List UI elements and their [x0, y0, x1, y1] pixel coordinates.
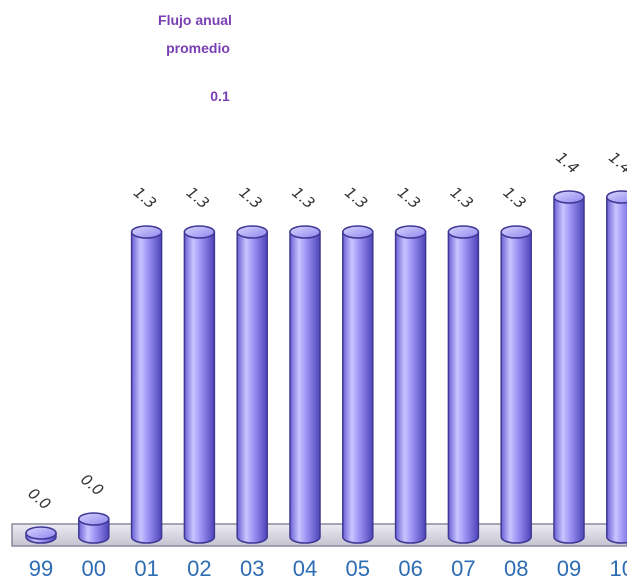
value-label: 1.3 — [394, 183, 424, 212]
bar-cap — [447, 225, 480, 239]
bar-03 — [236, 225, 268, 544]
bar-10 — [606, 190, 627, 544]
category-label: 08 — [504, 556, 528, 581]
bar-body — [342, 231, 374, 544]
annotation-value: 0.1 — [210, 88, 230, 104]
bar-body — [447, 231, 480, 544]
value-label: 1.3 — [130, 183, 160, 212]
category-label: 99 — [29, 556, 53, 581]
bar-cap — [289, 225, 321, 239]
value-label: 1.3 — [500, 183, 530, 212]
bar-06 — [394, 225, 427, 544]
bar-body — [78, 518, 110, 544]
value-label: 1.4 — [552, 148, 582, 177]
bar-04 — [289, 225, 321, 544]
bar-cap — [183, 225, 216, 239]
bar-body — [553, 196, 585, 544]
bar-01 — [130, 225, 163, 544]
bar-body — [236, 231, 268, 544]
bar-cap — [606, 190, 627, 204]
category-label: 09 — [557, 556, 581, 581]
category-label: 02 — [187, 556, 211, 581]
annotation-title-line2: promedio — [166, 40, 230, 56]
category-label: 07 — [451, 556, 475, 581]
bar-cap — [500, 225, 532, 239]
category-label: 03 — [240, 556, 264, 581]
bar-cap — [342, 225, 374, 239]
value-label: 1.3 — [447, 183, 477, 212]
bar-body — [500, 231, 532, 544]
value-label: 0.0 — [77, 470, 107, 499]
bar-cap — [236, 225, 268, 239]
category-label: 00 — [82, 556, 106, 581]
bar-cap — [78, 512, 110, 526]
bar-body — [130, 231, 163, 544]
bar-cap — [130, 225, 163, 239]
bar-07 — [447, 225, 480, 544]
category-label: 10 — [610, 556, 627, 581]
value-label: 1.3 — [183, 183, 213, 212]
category-label: 01 — [134, 556, 158, 581]
bar-cap — [553, 190, 585, 204]
value-label: 1.3 — [236, 183, 266, 212]
value-label: 1.3 — [341, 183, 371, 212]
annotation-title-line1: Flujo anual — [158, 12, 232, 28]
value-label: 0.0 — [24, 484, 54, 513]
bar-05 — [342, 225, 374, 544]
value-label: 1.3 — [288, 183, 318, 212]
bar-99 — [25, 526, 57, 544]
bar-cap — [25, 526, 57, 540]
bar-body — [394, 231, 427, 544]
bar-body — [606, 196, 627, 544]
bar-02 — [183, 225, 216, 544]
bar-cap — [394, 225, 427, 239]
category-label: 04 — [293, 556, 317, 581]
category-label: 05 — [346, 556, 370, 581]
bar-00 — [78, 512, 110, 544]
value-label: 1.4 — [605, 148, 627, 177]
category-label: 06 — [398, 556, 422, 581]
bar-body — [183, 231, 216, 544]
bar-08 — [500, 225, 532, 544]
bar-body — [289, 231, 321, 544]
bar-09 — [553, 190, 585, 544]
